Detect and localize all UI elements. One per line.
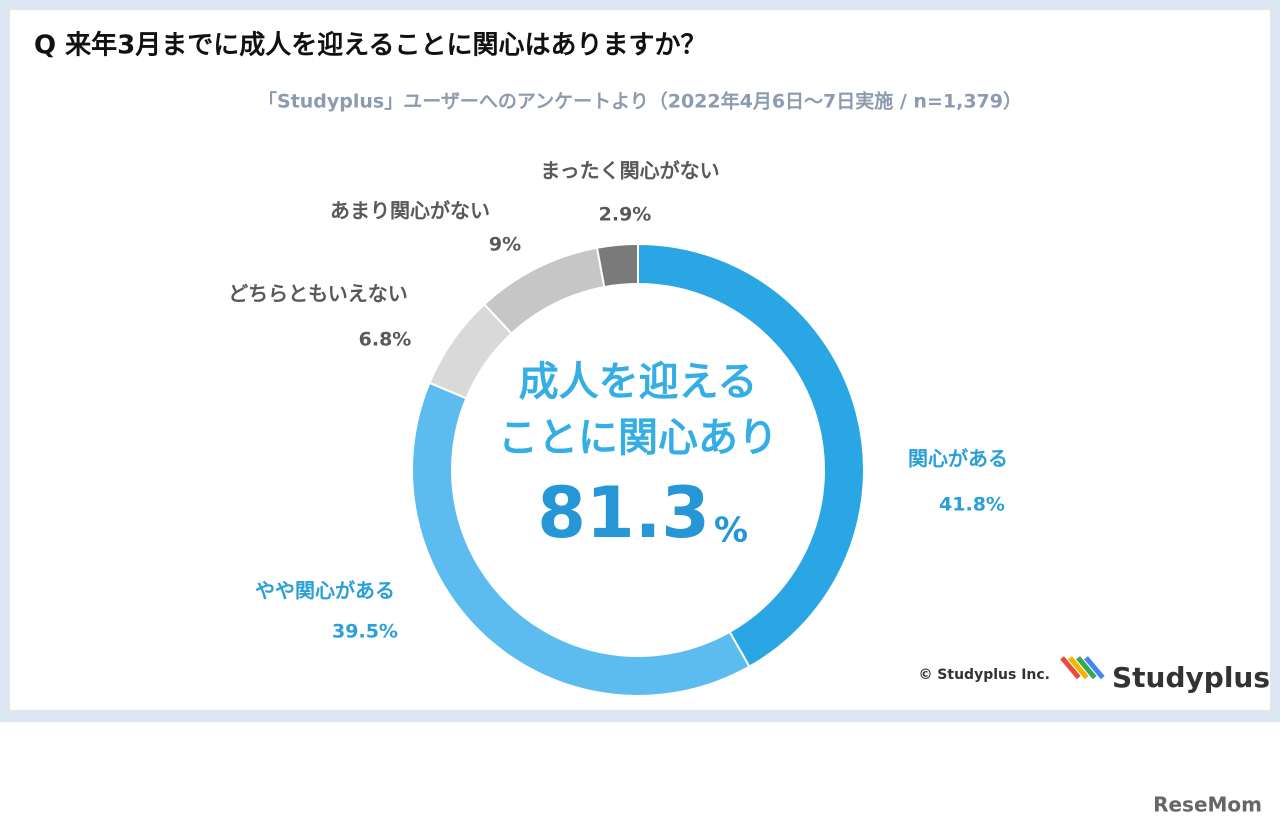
value-label: 9% [489,234,521,256]
category-label: やや関心がある [255,579,395,603]
credit: © Studyplus Inc. [918,667,1050,683]
panel [10,10,1270,710]
watermark: ReseMom [1153,793,1262,817]
value-label: 41.8% [939,494,1005,516]
category-label: 関心がある [908,447,1008,471]
donut-segment [595,242,639,289]
center-text: ことに関心あり [498,415,778,461]
value-label: 2.9% [599,204,652,226]
center-unit: % [714,511,748,551]
center-text: 成人を迎える [519,359,758,405]
value-label: 39.5% [332,621,398,643]
value-label: 6.8% [359,329,412,351]
logo: Studyplus [1112,661,1270,694]
category-label: あまり関心がない [330,199,490,223]
logo-icon [1060,656,1105,680]
center-number: 81.3 [537,472,710,554]
category-label: どちらともいえない [228,282,408,306]
donut-segment [637,242,865,669]
chart-title: Q 来年3月までに成人を迎えることに関心はありますか？ [34,30,706,61]
category-label: まったく関心がない [540,159,719,183]
chart-subtitle: 「Studyplus」ユーザーへのアンケートより（2022年4月6日～7日実施 … [258,90,1022,113]
